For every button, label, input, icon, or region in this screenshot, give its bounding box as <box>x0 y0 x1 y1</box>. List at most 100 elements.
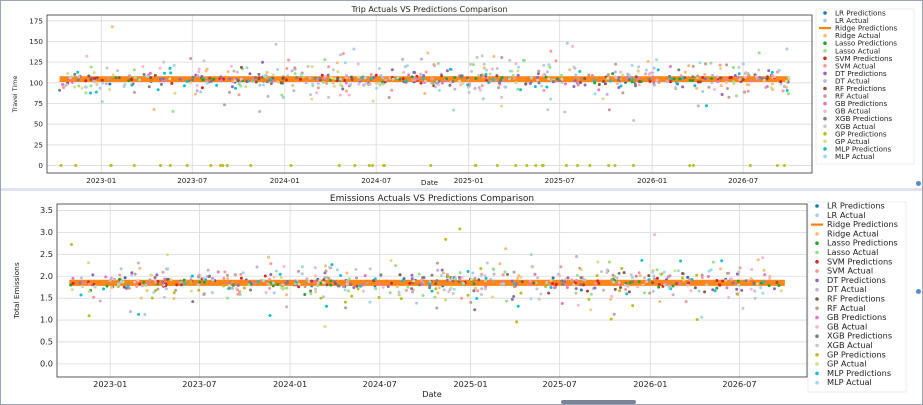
data-point <box>210 291 214 295</box>
data-point <box>94 81 98 85</box>
data-point <box>191 300 195 304</box>
data-point <box>396 75 400 79</box>
data-point <box>397 290 401 294</box>
data-point <box>461 281 465 285</box>
data-point <box>536 78 540 82</box>
data-point <box>413 71 417 75</box>
data-point <box>332 84 336 88</box>
data-point <box>715 286 719 290</box>
data-point <box>211 278 215 282</box>
data-point <box>265 70 269 74</box>
data-point <box>408 281 412 285</box>
legend-label: RF Predictions <box>835 84 886 93</box>
data-point <box>269 78 273 82</box>
data-point <box>143 313 147 317</box>
data-point <box>228 283 232 287</box>
data-point <box>737 270 741 274</box>
data-point <box>458 227 462 231</box>
data-point <box>742 90 746 94</box>
legend-label: Ridge Predictions <box>835 24 898 33</box>
legend-label: LR Actual <box>827 210 866 220</box>
data-point <box>191 75 195 79</box>
data-point <box>484 285 488 289</box>
data-point <box>274 42 278 46</box>
resize-handle-dot[interactable] <box>916 289 921 294</box>
data-point <box>306 64 310 68</box>
data-point <box>770 70 774 74</box>
data-point <box>572 283 576 287</box>
data-point <box>326 73 330 77</box>
data-point <box>411 290 415 294</box>
y-tick-label: 0 <box>38 161 43 170</box>
data-point <box>435 306 439 310</box>
data-point <box>710 81 714 85</box>
horizontal-scrollbar[interactable] <box>561 400 636 404</box>
data-point <box>490 67 494 71</box>
data-point <box>653 233 657 237</box>
data-point <box>762 78 766 82</box>
data-point <box>637 79 641 83</box>
data-point <box>402 70 406 74</box>
data-point <box>500 104 504 108</box>
data-point <box>329 279 333 283</box>
data-point <box>314 287 318 291</box>
data-point <box>647 274 651 278</box>
data-point <box>457 79 461 83</box>
x-tick-label: 2026-01 <box>637 176 667 185</box>
data-point <box>652 81 656 85</box>
data-point <box>656 68 660 72</box>
data-point <box>558 274 562 278</box>
data-point <box>168 77 172 81</box>
data-point <box>179 280 183 284</box>
data-point <box>169 278 173 282</box>
data-point <box>310 279 314 283</box>
data-point <box>161 77 165 81</box>
data-point <box>596 279 600 283</box>
trip-chart-panel: Trip Actuals VS Predictions Comparison 0 2… <box>7 3 917 188</box>
data-point <box>190 274 194 278</box>
data-point <box>116 69 120 73</box>
data-point <box>653 277 657 281</box>
data-point <box>89 77 93 81</box>
data-point <box>410 287 414 291</box>
data-point <box>174 288 178 292</box>
data-point <box>111 73 115 77</box>
data-point <box>232 282 236 286</box>
data-point <box>628 73 632 77</box>
data-point <box>597 83 601 87</box>
data-point <box>564 277 568 281</box>
data-point <box>136 261 140 265</box>
data-point <box>441 271 445 275</box>
data-point <box>554 59 558 63</box>
legend-swatch <box>823 147 827 151</box>
data-point <box>681 271 685 275</box>
x-tick-label: 2024-01 <box>270 176 300 185</box>
data-point <box>422 276 426 280</box>
legend-label: SVM Predictions <box>827 256 892 266</box>
data-point <box>239 84 243 88</box>
data-point <box>269 262 273 266</box>
data-point <box>747 83 751 87</box>
data-point <box>71 276 75 280</box>
data-point <box>138 266 142 270</box>
data-point <box>66 71 70 75</box>
data-point <box>430 273 434 277</box>
data-point <box>675 282 679 286</box>
data-point <box>271 281 275 285</box>
legend-label: DT Actual <box>835 76 870 85</box>
data-point <box>637 69 641 73</box>
legend-swatch <box>823 132 827 136</box>
data-point <box>223 270 227 274</box>
data-point <box>152 107 156 111</box>
data-point <box>276 282 280 286</box>
data-point <box>436 83 440 87</box>
data-point <box>207 275 211 279</box>
data-point <box>435 261 439 265</box>
resize-handle-dot[interactable] <box>916 181 921 186</box>
data-point <box>757 51 761 55</box>
data-point <box>601 79 605 83</box>
data-point <box>313 280 317 284</box>
legend-swatch <box>823 94 827 98</box>
data-point <box>469 69 473 73</box>
legend-swatch <box>823 71 827 76</box>
